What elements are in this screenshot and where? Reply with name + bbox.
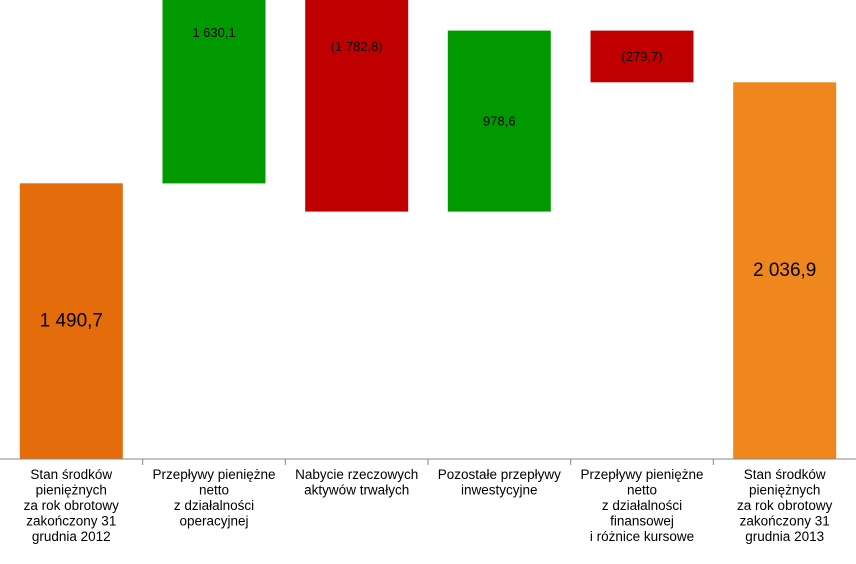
bar-decrease <box>590 30 694 83</box>
bar-value-label: 978,6 <box>483 114 516 129</box>
category-label: Przepływy pieniężne netto z działalności op… <box>152 467 275 529</box>
bars-group <box>19 0 837 460</box>
category-label: Stan środków pieniężnych za rok obrotowy za… <box>737 467 833 544</box>
bar-value-label: (1 782,8) <box>331 39 383 54</box>
bar-value-label: 2 036,9 <box>753 260 816 281</box>
bar-decrease <box>305 0 409 212</box>
x-axis <box>0 458 856 465</box>
bar-labels-group: 1 490,7 1 630,1 (1 782,8) 978,6 (279,7) 2 036… <box>40 25 817 332</box>
bar-increase <box>162 0 266 184</box>
bar-increase <box>447 30 551 212</box>
category-label: Pozostałe przepływy inwestycyjne <box>438 467 561 498</box>
category-label: Stan środków pieniężnych za rok obrotowy za… <box>24 467 120 544</box>
bar-value-label: 1 490,7 <box>40 311 103 332</box>
bar-total <box>733 82 837 460</box>
bar-value-label: (279,7) <box>621 49 662 64</box>
category-labels-group: Stan środków pieniężnych za rok obrotowy za… <box>24 467 833 544</box>
bar-total <box>19 183 123 460</box>
category-label: Przepływy pieniężne netto z działalności fi… <box>580 467 703 544</box>
category-label: Nabycie rzeczowych aktywów trwałych <box>295 467 418 498</box>
bar-value-label: 1 630,1 <box>192 25 235 40</box>
